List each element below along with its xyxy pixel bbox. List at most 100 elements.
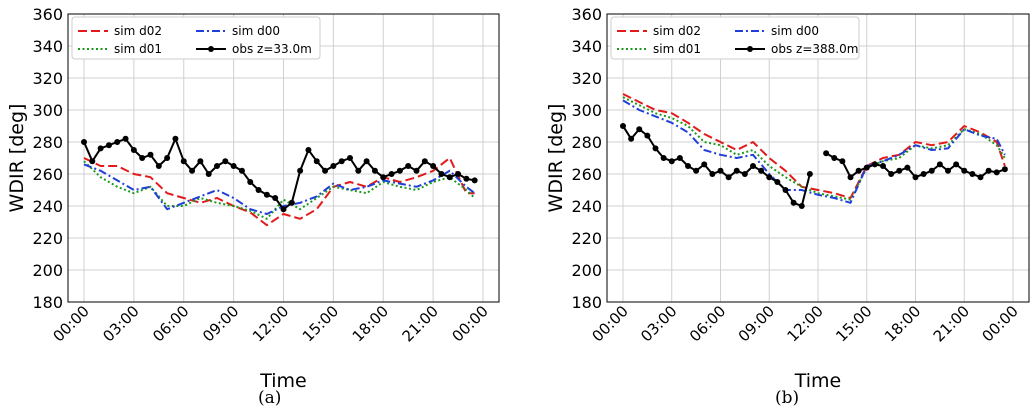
obs-marker: [823, 150, 830, 157]
y-tick-label: 280: [571, 133, 602, 152]
x-axis-label: Time: [259, 370, 307, 392]
obs-marker: [953, 161, 960, 168]
obs-marker: [920, 171, 927, 177]
obs-marker: [446, 174, 453, 181]
obs-marker: [717, 167, 724, 174]
legend-label: sim d02: [653, 24, 701, 38]
obs-marker: [871, 161, 878, 168]
obs-marker: [81, 139, 87, 145]
obs-marker: [355, 167, 362, 174]
x-tick-label: 09:00: [199, 302, 242, 345]
obs-marker: [668, 158, 675, 165]
obs-marker: [790, 199, 797, 206]
series-line: [83, 157, 475, 227]
legend-label: obs z=388.0m: [771, 42, 858, 56]
y-tick-label: 260: [32, 165, 63, 184]
y-tick-label: 360: [32, 5, 63, 24]
obs-marker: [912, 174, 919, 181]
obs-marker: [904, 164, 911, 171]
series-line: [622, 99, 1006, 204]
obs-marker: [280, 206, 287, 213]
legend-marker: [747, 46, 753, 52]
x-tick-label: 00:00: [449, 302, 492, 345]
legend-label: sim d00: [771, 24, 819, 38]
obs-marker: [180, 158, 187, 165]
x-tick-label: 12:00: [784, 302, 827, 345]
obs-marker: [371, 167, 378, 174]
x-tick-label: 06:00: [149, 302, 192, 345]
obs-marker: [114, 139, 121, 145]
obs-marker: [396, 167, 403, 174]
obs-marker: [164, 155, 171, 161]
obs-marker: [97, 145, 104, 152]
obs-marker: [338, 158, 345, 165]
y-tick-label: 240: [571, 197, 602, 216]
obs-marker: [347, 155, 353, 161]
obs-marker: [405, 163, 412, 169]
obs-marker: [105, 142, 112, 149]
obs-marker: [928, 167, 935, 174]
obs-marker: [322, 167, 329, 174]
obs-marker: [774, 179, 781, 185]
obs-marker: [238, 167, 245, 174]
obs-marker: [782, 187, 789, 193]
obs-marker: [380, 174, 387, 181]
legend-label: sim d00: [232, 24, 280, 38]
x-tick-label: 03:00: [99, 302, 142, 345]
obs-marker: [330, 163, 337, 169]
y-tick-label: 260: [571, 165, 602, 184]
x-tick-label: 00:00: [979, 302, 1022, 345]
obs-marker: [636, 126, 643, 133]
caption-a: (a): [258, 388, 282, 408]
obs-marker: [993, 169, 1000, 176]
obs-marker: [888, 171, 895, 177]
obs-marker: [652, 145, 659, 152]
obs-marker: [847, 174, 854, 181]
obs-marker: [197, 158, 204, 165]
obs-marker: [214, 163, 220, 169]
x-tick-label: 06:00: [686, 302, 729, 345]
obs-marker: [272, 195, 279, 201]
y-tick-label: 200: [32, 261, 63, 280]
caption-b: (b): [775, 388, 800, 408]
obs-marker: [421, 158, 428, 165]
y-axis-label: WDIR [deg]: [6, 104, 28, 213]
y-tick-label: 320: [32, 69, 63, 88]
chart-0: 180 200 220 240 260 280 300 320 340 360 00:00 03:00…: [6, 5, 500, 392]
obs-marker: [189, 167, 196, 174]
series-line: [622, 96, 1006, 201]
series-line: [622, 125, 811, 207]
obs-marker: [388, 171, 395, 177]
obs-marker: [471, 177, 478, 184]
obs-marker: [831, 155, 838, 161]
obs-marker: [969, 171, 976, 177]
obs-marker: [139, 155, 146, 161]
obs-marker: [961, 167, 968, 174]
obs-marker: [155, 163, 162, 169]
series-line: [622, 93, 1006, 199]
obs-marker: [620, 123, 626, 129]
legend-label: sim d01: [114, 42, 162, 56]
obs-marker: [977, 174, 984, 181]
x-tick-label: 03:00: [637, 302, 680, 345]
obs-marker: [758, 167, 765, 174]
y-axis-label: WDIR [deg]: [545, 104, 567, 213]
obs-marker: [750, 163, 756, 169]
x-tick-label: 12:00: [249, 302, 292, 345]
y-tick-label: 200: [571, 261, 602, 280]
legend-box: [71, 16, 321, 60]
x-tick-label: 09:00: [735, 302, 778, 345]
y-tick-label: 240: [32, 197, 63, 216]
obs-marker: [985, 167, 992, 174]
x-axis-label: Time: [794, 370, 842, 392]
obs-marker: [205, 171, 212, 177]
obs-marker: [438, 171, 445, 177]
y-tick-label: 320: [571, 69, 602, 88]
obs-marker: [263, 191, 270, 198]
obs-marker: [685, 163, 691, 169]
obs-marker: [305, 147, 312, 153]
y-tick-label: 340: [32, 37, 63, 56]
legend-label: sim d02: [114, 24, 162, 38]
obs-marker: [363, 158, 370, 165]
